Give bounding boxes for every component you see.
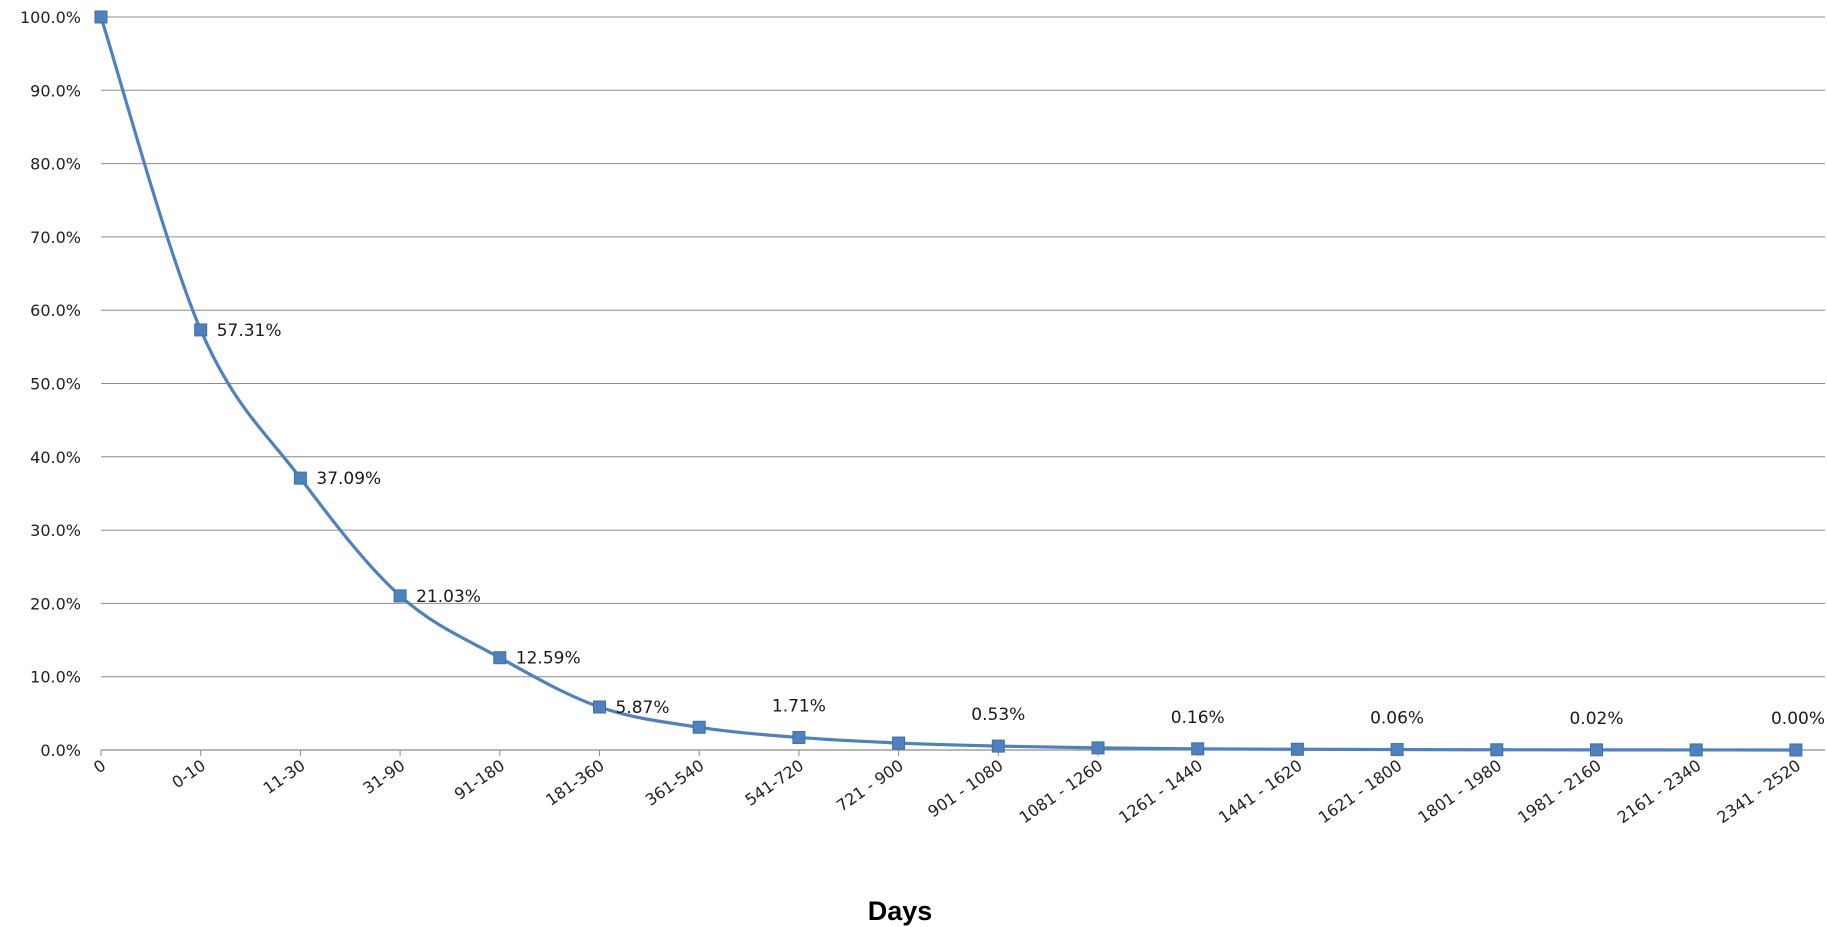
data-point-marker — [792, 730, 806, 744]
data-point-marker — [1490, 743, 1504, 757]
x-tick-label: 1441 - 1620 — [1215, 756, 1306, 827]
gridlines — [101, 16, 1825, 751]
y-tick-label: 30.0% — [30, 521, 81, 540]
y-axis-tick-labels: 0.0% 10.0% 20.0% 30.0% 40.0% 50.0% 60.0% 70.0% 8… — [20, 8, 81, 760]
x-tick-label: 901 - 1080 — [924, 756, 1006, 822]
data-point-marker — [991, 739, 1005, 753]
x-tick-label: 11-30 — [260, 756, 309, 798]
x-tick-label: 31-90 — [359, 756, 408, 798]
data-point-marker — [1590, 743, 1603, 757]
x-tick-label: 721 - 900 — [833, 756, 907, 816]
data-point-marker — [293, 471, 307, 485]
data-point-marker — [94, 10, 108, 24]
x-tick-label: 541-720 — [742, 756, 808, 810]
x-tick-label: 1081 - 1260 — [1016, 756, 1107, 827]
data-point-marker — [493, 651, 507, 665]
data-label: 12.59% — [516, 649, 581, 669]
data-point-marker — [1689, 743, 1703, 757]
data-label: 0.00% — [1771, 709, 1825, 729]
x-tick-label: 0-10 — [168, 756, 209, 792]
y-tick-label: 10.0% — [30, 668, 81, 687]
x-tick-label: 0 — [90, 756, 109, 777]
y-tick-label: 20.0% — [30, 594, 81, 613]
data-label: 5.87% — [616, 698, 670, 718]
x-tick-label: 361-540 — [642, 756, 708, 810]
x-tick-label: 1981 - 2160 — [1514, 756, 1605, 827]
data-label: 57.31% — [217, 321, 282, 341]
data-point-marker — [393, 589, 407, 603]
x-tick-label: 1621 - 1800 — [1315, 756, 1406, 827]
data-point-marker — [1789, 743, 1803, 757]
y-tick-label: 40.0% — [30, 448, 81, 467]
data-label: 0.16% — [1171, 708, 1225, 728]
data-point-marker — [1091, 741, 1105, 755]
data-point-marker — [194, 323, 208, 337]
x-axis-title: Days — [868, 896, 933, 926]
point-markers — [94, 10, 1803, 757]
x-tick-label: 181-360 — [542, 756, 608, 810]
y-tick-label: 100.0% — [20, 8, 81, 27]
x-axis-tick-labels: 0 0-10 11-30 31-90 91-180 181-360 361-540 541-7… — [90, 756, 1804, 827]
y-tick-label: 50.0% — [30, 375, 81, 394]
y-tick-label: 60.0% — [30, 301, 81, 320]
x-tick-label: 2341 - 2520 — [1714, 756, 1805, 827]
y-tick-label: 80.0% — [30, 155, 81, 174]
x-tick-label: 1261 - 1440 — [1115, 756, 1206, 827]
x-tick-label: 2161 - 2340 — [1614, 756, 1705, 827]
data-label: 37.09% — [316, 469, 381, 489]
x-tick-label: 91-180 — [451, 756, 508, 804]
data-label: 21.03% — [416, 587, 481, 607]
data-point-marker — [593, 700, 606, 714]
data-point-marker — [1290, 742, 1304, 756]
data-labels: 57.31% 37.09% 21.03% 12.59% 5.87% 1.71% 0.53% 0… — [217, 321, 1825, 729]
data-point-marker — [692, 720, 706, 734]
x-tick-label: 1801 - 1980 — [1414, 756, 1505, 827]
y-tick-label: 0.0% — [40, 741, 81, 760]
data-point-marker — [892, 736, 906, 750]
data-label: 1.71% — [772, 696, 826, 716]
y-tick-label: 70.0% — [30, 228, 81, 247]
data-point-marker — [1191, 742, 1205, 756]
data-point-marker — [1390, 743, 1404, 757]
data-label: 0.53% — [971, 705, 1025, 725]
y-tick-label: 90.0% — [30, 81, 81, 100]
data-label: 0.06% — [1370, 709, 1424, 729]
data-label: 0.02% — [1569, 709, 1623, 729]
